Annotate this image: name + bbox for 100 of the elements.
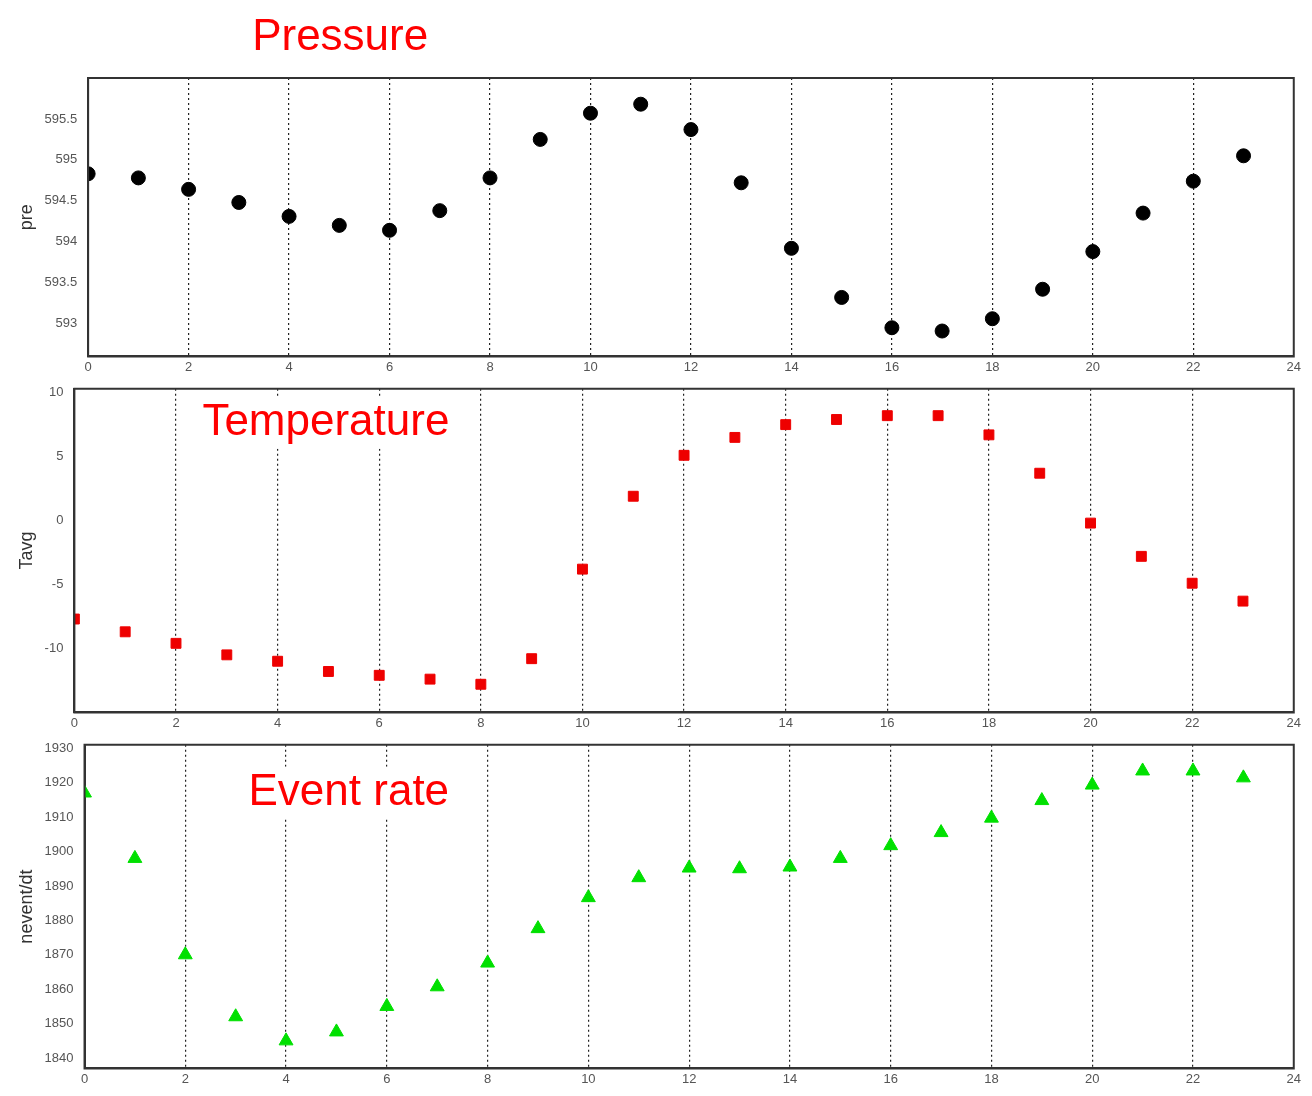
y-axis-title: nevent/dt xyxy=(15,869,36,944)
point xyxy=(379,997,395,1011)
point xyxy=(1135,550,1147,562)
x-tick-label: 22 xyxy=(1185,1070,1201,1086)
point xyxy=(181,181,197,197)
x-tick-label: 0 xyxy=(84,358,92,374)
y-axis-title: pre xyxy=(15,204,36,231)
x-tick-label: 2 xyxy=(184,358,193,374)
x-tick-label: 2 xyxy=(172,714,180,730)
point xyxy=(272,655,284,667)
point xyxy=(933,824,949,838)
point xyxy=(281,208,297,224)
point xyxy=(733,175,749,191)
y-tick-label: 5 xyxy=(56,448,64,464)
point xyxy=(526,653,538,665)
point xyxy=(424,673,436,685)
point xyxy=(231,194,247,210)
y-tick-label: 10 xyxy=(48,384,64,400)
x-tick-label: 24 xyxy=(1286,1070,1301,1086)
y-tick-label: -5 xyxy=(51,576,64,592)
point xyxy=(932,410,944,422)
y-tick-label: 1920 xyxy=(44,774,74,790)
x-tick-label: 22 xyxy=(1186,358,1201,374)
x-tick-label: 20 xyxy=(1084,1070,1100,1086)
point xyxy=(729,431,741,443)
point xyxy=(984,809,999,823)
point xyxy=(884,320,900,336)
point xyxy=(780,419,792,431)
x-tick-label: 6 xyxy=(385,358,394,374)
x-tick-label: 4 xyxy=(274,714,282,730)
y-tick-label: 594 xyxy=(55,233,78,249)
chart-title: Temperature xyxy=(202,394,450,444)
point xyxy=(331,217,347,233)
point xyxy=(627,490,639,502)
x-tick-label: 12 xyxy=(681,1070,697,1086)
point xyxy=(732,860,747,874)
point xyxy=(633,96,649,112)
point xyxy=(834,289,850,305)
point xyxy=(681,859,697,873)
y-tick-label: 1850 xyxy=(44,1015,74,1031)
point xyxy=(831,414,842,425)
chart-title: Pressure xyxy=(252,10,429,60)
point xyxy=(1135,762,1151,776)
x-tick-label: 12 xyxy=(676,714,692,730)
x-tick-label: 22 xyxy=(1184,714,1200,730)
y-tick-label: 0 xyxy=(56,512,64,528)
point xyxy=(1186,577,1198,589)
point xyxy=(832,849,848,863)
y-axis-title: Tavg xyxy=(15,531,36,570)
x-tick-label: 2 xyxy=(181,1070,189,1086)
x-tick-label: 24 xyxy=(1286,714,1301,730)
point xyxy=(127,849,143,863)
x-tick-label: 10 xyxy=(583,358,598,374)
point xyxy=(1084,776,1100,790)
y-tick-label: 595.5 xyxy=(44,110,78,126)
point xyxy=(782,858,798,872)
point xyxy=(1035,281,1051,297)
x-tick-label: 8 xyxy=(483,1070,492,1086)
point xyxy=(382,222,398,238)
point xyxy=(678,449,690,461)
point xyxy=(1237,595,1249,607)
x-tick-label: 18 xyxy=(985,358,1000,374)
x-tick-label: 20 xyxy=(1083,714,1098,730)
x-tick-label: 4 xyxy=(282,1070,290,1086)
y-tick-label: 1890 xyxy=(44,877,74,893)
x-tick-label: 6 xyxy=(383,1070,391,1086)
point xyxy=(1185,173,1201,189)
point xyxy=(934,323,950,339)
x-tick-label: 14 xyxy=(782,1070,798,1086)
x-tick-label: 18 xyxy=(981,714,997,730)
point xyxy=(881,410,893,422)
x-tick-label: 24 xyxy=(1286,358,1301,374)
point xyxy=(278,1032,294,1046)
y-tick-label: 1870 xyxy=(44,946,74,962)
point xyxy=(130,170,146,186)
x-tick-label: 6 xyxy=(375,714,383,730)
point xyxy=(984,311,1000,327)
point xyxy=(631,869,647,883)
x-tick-label: 16 xyxy=(883,1070,898,1086)
point xyxy=(228,1008,244,1022)
x-tick-label: 8 xyxy=(486,358,494,374)
y-tick-label: 1900 xyxy=(44,843,74,859)
point xyxy=(429,978,445,992)
point xyxy=(373,669,385,681)
point xyxy=(983,429,995,441)
point xyxy=(1135,205,1151,221)
point xyxy=(221,649,233,661)
y-tick-label: 1880 xyxy=(44,911,74,927)
point xyxy=(1185,762,1201,776)
point xyxy=(329,1023,344,1037)
x-tick-label: 8 xyxy=(477,714,485,730)
point xyxy=(322,666,334,677)
x-tick-label: 4 xyxy=(285,358,293,374)
point xyxy=(580,889,596,903)
x-tick-label: 18 xyxy=(984,1070,999,1086)
point xyxy=(783,240,799,256)
y-tick-label: 593.5 xyxy=(44,274,78,290)
y-tick-label: 1910 xyxy=(44,808,74,824)
point xyxy=(1235,769,1251,783)
y-tick-label: 1840 xyxy=(44,1049,74,1065)
